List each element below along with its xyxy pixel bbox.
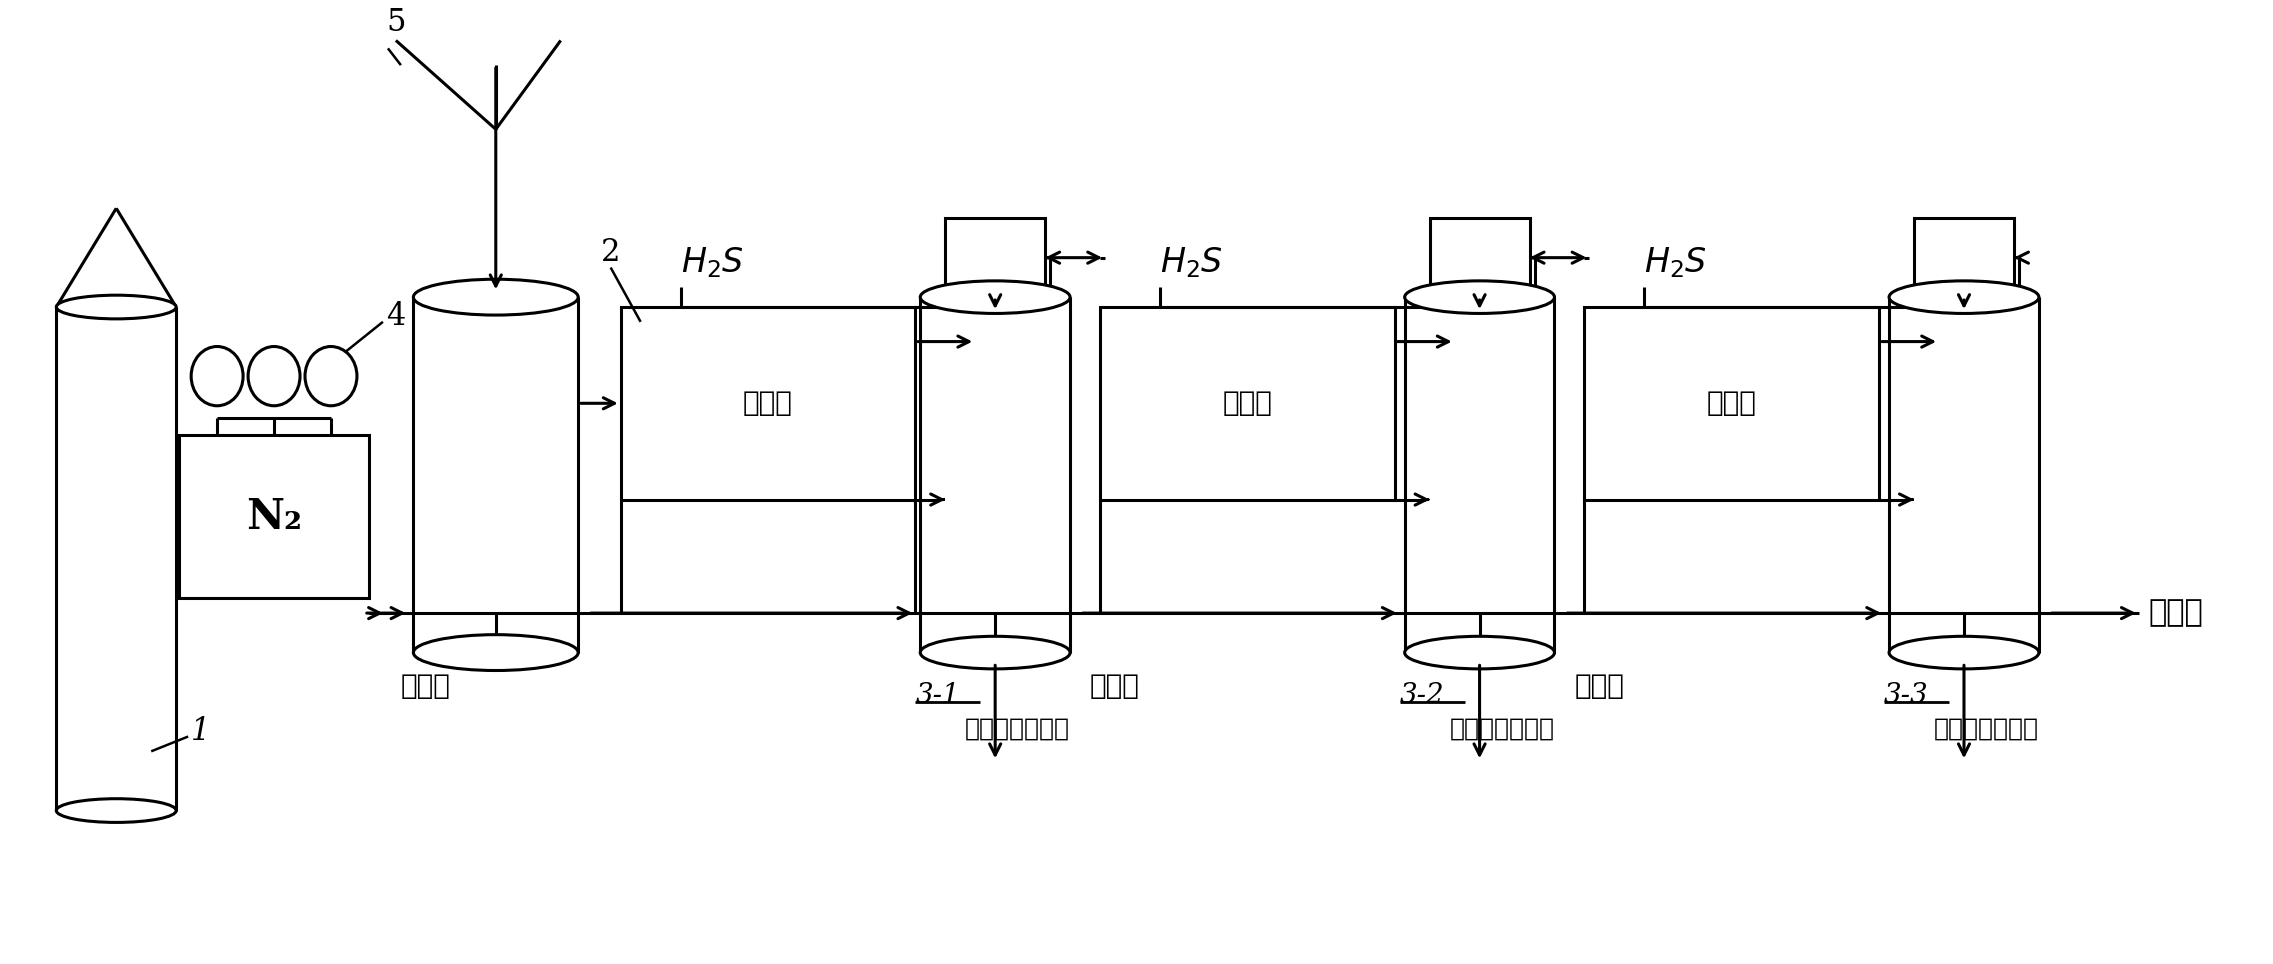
Ellipse shape — [1889, 636, 2039, 669]
Text: 1: 1 — [191, 716, 211, 747]
Text: $H_2S$: $H_2S$ — [1159, 245, 1223, 280]
Bar — [621, 307, 916, 499]
Ellipse shape — [57, 799, 177, 822]
Ellipse shape — [1405, 636, 1555, 669]
Text: N₂: N₂ — [245, 495, 302, 538]
Bar — [1889, 297, 2039, 653]
Bar — [921, 297, 1071, 653]
Ellipse shape — [414, 634, 577, 671]
Bar — [1405, 297, 1555, 653]
Text: 金属硫化物沉淠: 金属硫化物沉淠 — [966, 717, 1071, 740]
Text: 3-3: 3-3 — [1884, 683, 1930, 710]
Bar — [1584, 307, 1880, 499]
Ellipse shape — [414, 280, 577, 315]
Ellipse shape — [1405, 281, 1555, 313]
Text: 3-2: 3-2 — [1400, 683, 1443, 710]
Bar — [57, 307, 177, 811]
Text: 发酵液: 发酵液 — [1091, 672, 1141, 700]
Text: 金属硫化物沉淠: 金属硫化物沉淠 — [1934, 717, 2039, 740]
Ellipse shape — [1889, 281, 2039, 313]
Bar — [414, 297, 577, 653]
Text: 发酵液: 发酵液 — [1575, 672, 1625, 700]
Text: 5: 5 — [386, 8, 405, 39]
Bar — [180, 436, 368, 599]
Ellipse shape — [305, 346, 357, 406]
Text: 4: 4 — [386, 302, 405, 333]
Text: $H_2S$: $H_2S$ — [1643, 245, 1707, 280]
Text: 金属硫化物沉淠: 金属硫化物沉淠 — [1450, 717, 1555, 740]
Ellipse shape — [191, 346, 243, 406]
Text: $H_2S$: $H_2S$ — [680, 245, 743, 280]
Text: 2: 2 — [600, 237, 621, 268]
Bar — [1100, 307, 1396, 499]
Text: 沉淠液: 沉淠液 — [1223, 389, 1273, 417]
Bar — [1430, 218, 1530, 297]
Ellipse shape — [248, 346, 300, 406]
Text: 沉淠液: 沉淠液 — [1707, 389, 1757, 417]
Bar — [946, 218, 1046, 297]
Bar — [1914, 218, 2014, 297]
Text: 沉淠液: 沉淠液 — [743, 389, 793, 417]
Text: 3-1: 3-1 — [916, 683, 959, 710]
Ellipse shape — [57, 295, 177, 319]
Ellipse shape — [921, 636, 1071, 669]
Text: 发酵液: 发酵液 — [400, 672, 450, 700]
Ellipse shape — [921, 281, 1071, 313]
Text: 中性水: 中性水 — [2148, 599, 2203, 628]
